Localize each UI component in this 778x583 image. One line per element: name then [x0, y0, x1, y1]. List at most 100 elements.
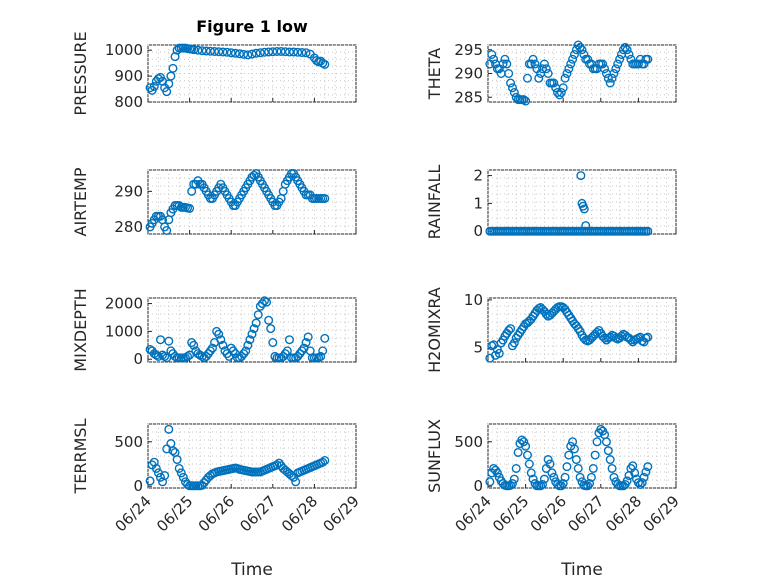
- data-point: [522, 73, 532, 83]
- data-point: [280, 47, 290, 57]
- x-axis-label: Time: [230, 560, 273, 580]
- data-point: [289, 47, 299, 57]
- data-point: [153, 351, 163, 361]
- data-point: [320, 59, 330, 69]
- data-point: [158, 477, 168, 487]
- data-point: [178, 472, 188, 482]
- data-point: [214, 47, 224, 57]
- data-point: [556, 87, 566, 97]
- data-point: [590, 450, 600, 460]
- data-point: [320, 193, 330, 203]
- y-tick-label: 0: [473, 222, 483, 240]
- data-point: [592, 437, 602, 447]
- data-point: [528, 474, 538, 484]
- data-point: [577, 45, 587, 55]
- data-point: [622, 45, 632, 55]
- data-point: [613, 59, 623, 69]
- data-point: [241, 346, 251, 356]
- data-point: [183, 351, 193, 361]
- data-point: [162, 353, 172, 363]
- data-point: [560, 73, 570, 83]
- x-tick-label: 06/25: [153, 492, 196, 535]
- data-point: [611, 64, 621, 74]
- data-point: [172, 45, 182, 55]
- data-point: [547, 468, 557, 478]
- data-point: [600, 333, 610, 343]
- data-point: [615, 54, 625, 64]
- data-point: [272, 46, 282, 56]
- y-tick-label: 1: [473, 194, 483, 212]
- data-point: [609, 472, 619, 482]
- data-point: [255, 48, 265, 58]
- data-point: [276, 46, 286, 56]
- data-point: [245, 335, 255, 345]
- data-point: [487, 50, 497, 60]
- data-point: [264, 315, 274, 325]
- data-point: [603, 73, 613, 83]
- data-point: [521, 96, 531, 106]
- data-point: [575, 42, 585, 52]
- data-point: [145, 83, 155, 93]
- data-point: [291, 477, 301, 487]
- y-tick-label: 285: [454, 88, 483, 106]
- data-point: [618, 45, 628, 55]
- data-point: [264, 47, 274, 57]
- series-points: [145, 424, 330, 491]
- x-tick-label: 06/27: [564, 492, 607, 535]
- figure-title: Figure 1 low: [196, 17, 308, 36]
- data-point: [314, 353, 324, 363]
- data-point: [239, 49, 249, 59]
- data-point: [549, 78, 559, 88]
- data-point: [151, 350, 161, 360]
- data-point: [268, 47, 278, 57]
- data-point: [155, 335, 165, 345]
- data-point: [509, 474, 519, 484]
- data-point: [603, 446, 613, 456]
- data-point: [530, 59, 540, 69]
- data-point: [641, 467, 651, 477]
- data-point: [201, 46, 211, 56]
- data-point: [558, 83, 568, 93]
- x-tick-label: 06/28: [602, 492, 645, 535]
- data-point: [521, 441, 531, 451]
- data-point: [259, 47, 269, 57]
- data-point: [320, 333, 330, 343]
- data-point: [588, 463, 598, 473]
- data-point: [507, 479, 517, 489]
- data-point: [543, 68, 553, 78]
- data-point: [170, 351, 180, 361]
- data-point: [568, 54, 578, 64]
- y-tick-label: 800: [114, 93, 143, 111]
- data-point: [601, 437, 611, 447]
- data-point: [249, 170, 259, 180]
- data-point: [607, 463, 617, 473]
- series-points: [485, 302, 653, 363]
- data-point: [566, 59, 576, 69]
- y-axis-label: TERRMSL: [71, 418, 90, 494]
- y-tick-label: 0: [133, 477, 143, 495]
- data-point: [247, 49, 257, 59]
- data-point: [266, 324, 276, 334]
- data-point: [509, 87, 519, 97]
- data-point: [509, 338, 519, 348]
- data-point: [538, 64, 548, 74]
- data-point: [259, 296, 269, 306]
- data-point: [282, 346, 292, 356]
- data-point: [193, 45, 203, 55]
- data-point: [571, 455, 581, 465]
- data-point: [205, 46, 215, 56]
- y-tick-label: 1000: [105, 322, 143, 340]
- x-tick-label: 06/25: [489, 492, 532, 535]
- data-point: [553, 87, 563, 97]
- data-point: [189, 45, 199, 55]
- data-point: [284, 47, 294, 57]
- data-point: [164, 424, 174, 434]
- data-point: [318, 58, 328, 68]
- data-point: [511, 463, 521, 473]
- data-point: [160, 351, 170, 361]
- y-axis-label: PRESSURE: [71, 31, 90, 115]
- data-point: [207, 343, 217, 353]
- data-point: [284, 335, 294, 345]
